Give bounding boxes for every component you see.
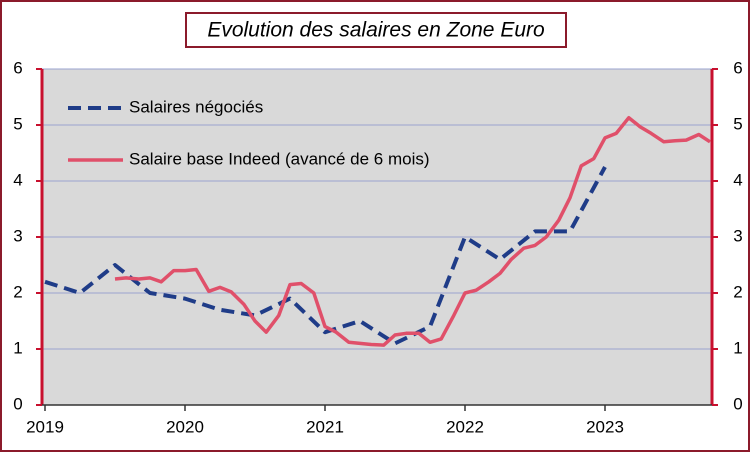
legend-label: Salaire base Indeed (avancé de 6 mois) [129,149,430,168]
x-tick-label: 2022 [446,417,484,436]
x-tick-label: 2023 [586,417,624,436]
y2-tick-label: 3 [733,226,742,245]
y2-tick-label: 5 [733,114,742,133]
legend-label: Salaires négociés [129,97,263,116]
x-tick-label: 2019 [26,417,64,436]
x-tick-label: 2020 [166,417,204,436]
x-tick-label: 2021 [306,417,344,436]
y-tick-label: 5 [13,114,22,133]
y2-tick-label: 0 [733,394,742,413]
title-box [185,12,567,48]
y2-tick-label: 1 [733,338,742,357]
y2-tick-label: 6 [733,58,742,77]
series-line [44,166,607,346]
y2-tick-label: 2 [733,282,742,301]
y-tick-label: 1 [13,338,22,357]
y-tick-label: 6 [13,58,22,77]
chart-title: Evolution des salaires en Zone Euro [207,19,545,42]
y-tick-label: 0 [13,394,22,413]
y-tick-label: 4 [13,170,22,189]
y-tick-label: 2 [13,282,22,301]
y-tick-label: 3 [13,226,22,245]
series-line [114,115,711,347]
y2-tick-label: 4 [733,170,742,189]
